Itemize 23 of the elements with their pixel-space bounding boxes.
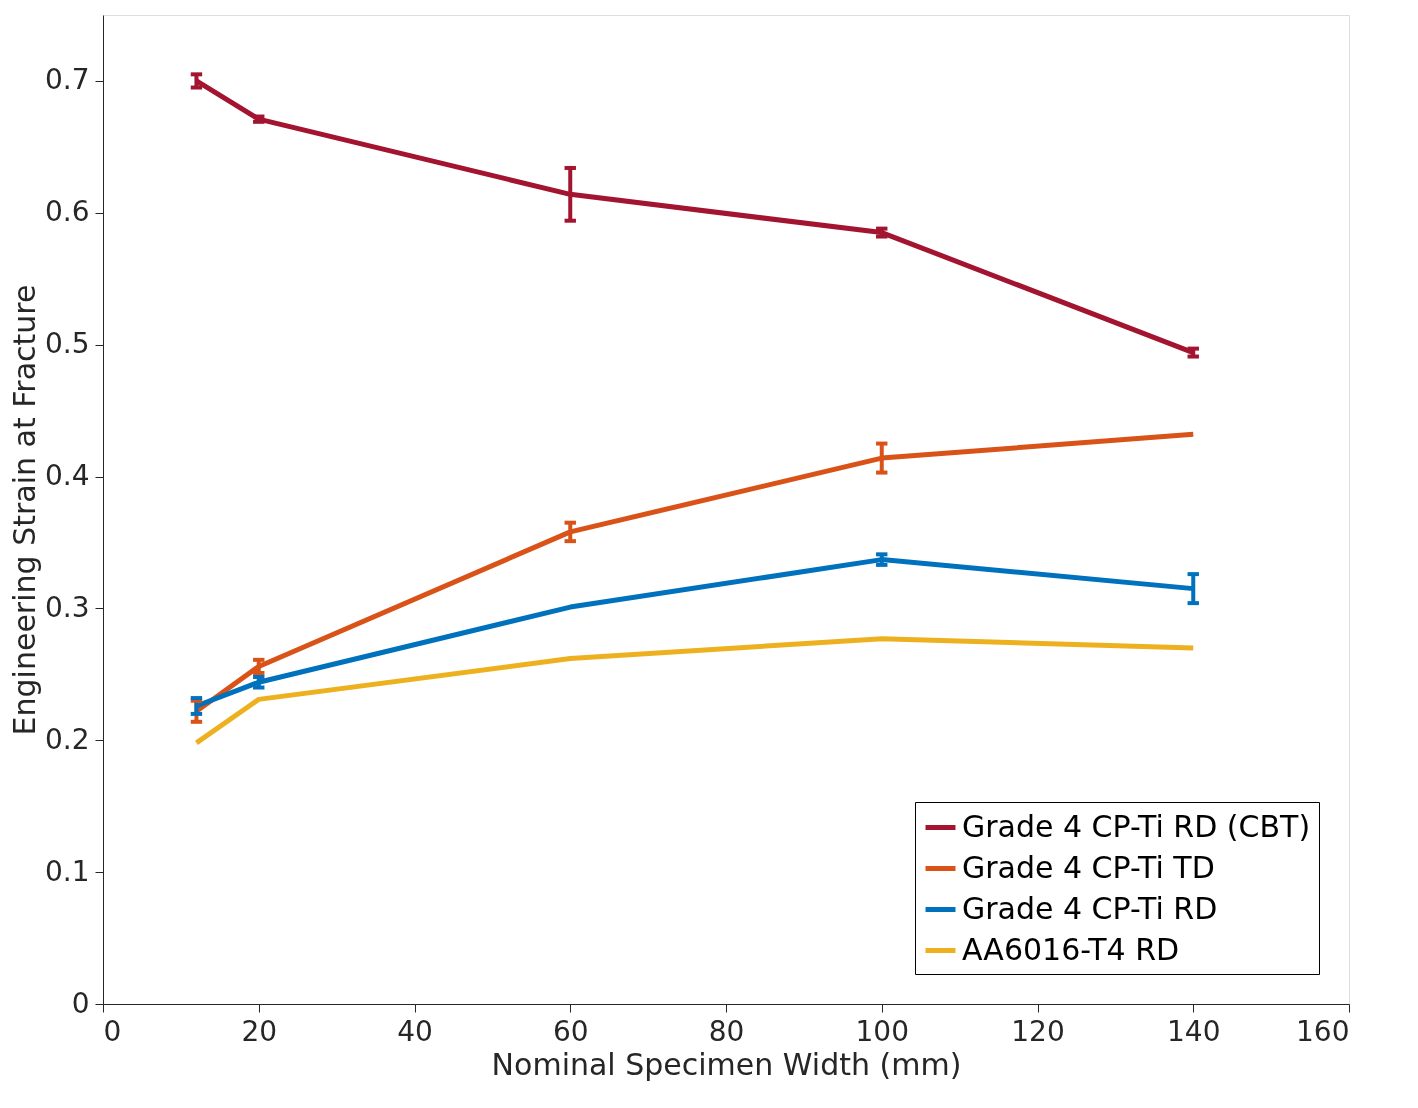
x-tick-label: 160 [1296,1014,1350,1048]
y-tick-label: 0.2 [44,722,90,756]
x-tick-label: 60 [552,1014,589,1048]
x-tick-label: 120 [1011,1014,1065,1048]
legend-label: AA6016-T4 RD [962,931,1180,967]
x-tick-label: 40 [397,1014,433,1048]
x-tick-label: 0 [103,1014,122,1048]
y-tick-label: 0.4 [44,459,90,493]
y-tick-label: 0 [71,986,90,1020]
y-axis-title: Engineering Strain at Fracture [6,284,42,736]
y-tick-label: 0.6 [44,195,90,229]
legend-label: Grade 4 CP-Ti TD [962,849,1215,885]
x-tick-label: 140 [1167,1014,1221,1048]
x-axis-title: Nominal Specimen Width (mm) [491,1046,962,1082]
y-tick-label: 0.7 [44,63,90,97]
y-tick-label: 0.1 [44,854,90,888]
x-tick-label: 100 [855,1014,909,1048]
y-tick-label: 0.3 [44,590,90,624]
legend-label: Grade 4 CP-Ti RD [962,890,1218,926]
x-tick-label: 20 [241,1014,278,1048]
x-tick-label: 80 [708,1014,745,1048]
legend-label: Grade 4 CP-Ti RD (CBT) [962,808,1311,844]
y-tick-label: 0.5 [44,327,90,361]
